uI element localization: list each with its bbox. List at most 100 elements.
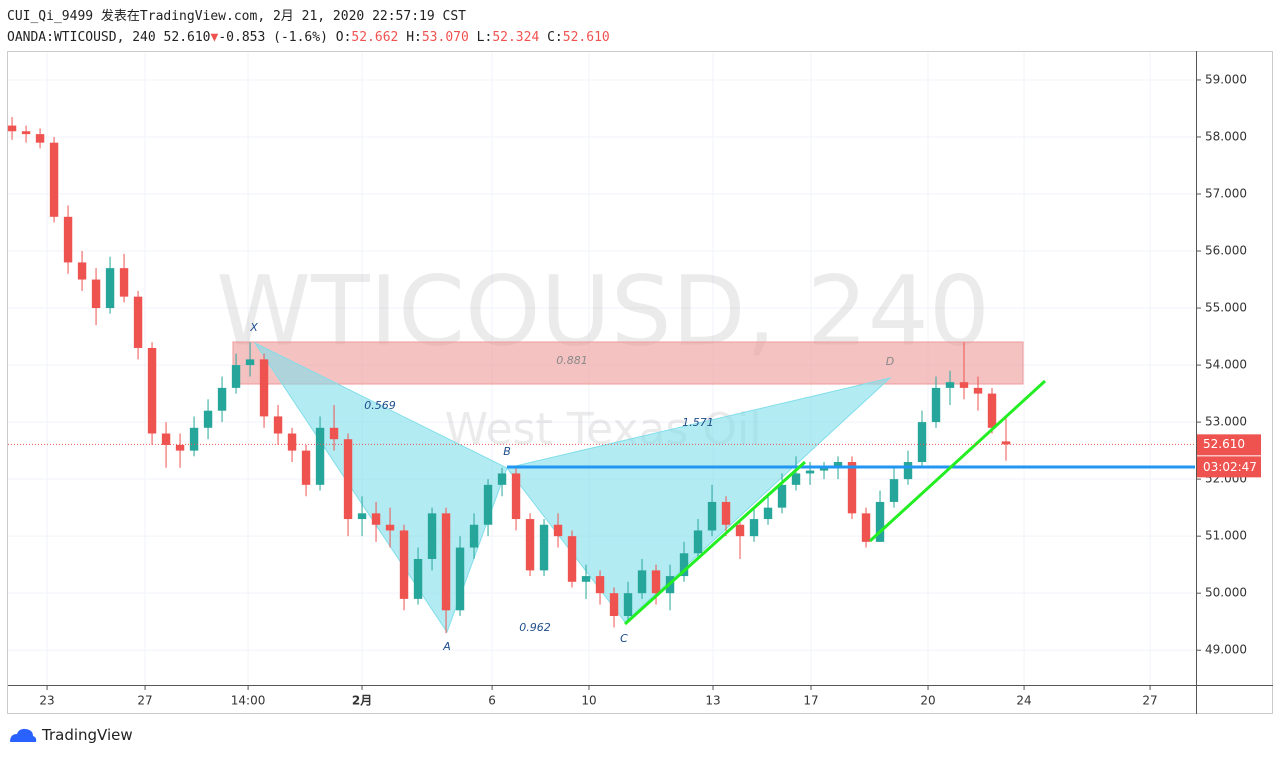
candle-body [189,427,199,451]
candle-body [735,524,745,537]
candle-body [343,439,353,520]
candle-body [553,524,563,537]
ohlc-line: OANDA:WTICOUSD, 240 52.610▼-0.853 (-1.6%… [7,27,610,48]
candle-body [77,262,87,280]
candle-body [721,501,731,525]
header: CUI_Qi_9499 发表在TradingView.com, 2月 21, 2… [7,6,610,48]
candle-body [903,462,913,480]
y-tick-label: 49.000 [1205,643,1247,657]
candle-body [609,593,619,616]
candle-body [511,473,521,520]
trend-line [623,460,807,626]
x-tick-label: 27 [1142,694,1157,708]
candle-body [567,536,577,582]
chart: WTICOUSD, 240 West Texas Oil X A B C D 0… [7,51,1273,714]
candle-body [455,547,465,611]
candle-body [301,450,311,485]
candle-body [49,142,59,217]
point-label: B [503,445,511,458]
candle-body [357,513,367,520]
y-tick-label: 57.000 [1205,186,1247,200]
ratio-label: 0.569 [364,399,396,412]
x-tick-label: 10 [581,694,596,708]
candle-body [7,125,17,132]
candle-body [245,359,255,366]
candle-body [441,513,451,611]
candle-body [945,382,955,388]
close: 52.610 [562,30,610,45]
candle-body [175,444,185,451]
candle-body [413,558,423,599]
brand: TradingView [8,726,133,744]
open-key: O: [335,30,352,45]
pattern-xab [253,341,508,634]
ratio-label: 1.571 [682,416,714,429]
candle-body [483,484,493,525]
x-tick-label: 13 [705,694,720,708]
trend-line [868,379,1047,543]
candle-body [581,576,591,582]
countdown-bg [1197,456,1261,478]
candle-body [217,387,227,411]
resistance-zone [232,341,1024,385]
y-tick-label: 56.000 [1205,244,1247,258]
x-tick-label: 24 [1016,694,1031,708]
candle-body [231,365,241,388]
candle-body [287,433,297,451]
x-tick-label: 6 [488,694,496,708]
y-tick-label: 50.000 [1205,586,1247,600]
candle-body [329,427,339,440]
y-tick-label: 58.000 [1205,129,1247,143]
candle-body [637,570,647,594]
candle-body [819,467,829,471]
open: 52.662 [351,30,399,45]
candle-body [161,433,171,445]
candle-body [847,462,857,514]
candle-body [917,422,927,463]
low-key: L: [476,30,493,45]
x-tick-label: 2月 [352,694,372,708]
x-tick-label: 17 [803,694,818,708]
candle-body [763,507,773,520]
candle-body [959,382,969,388]
change: -0.853 (-1.6%) [218,30,328,45]
candle-body [679,553,689,577]
candle-body [203,410,213,428]
candle-body [315,427,325,485]
candle-body [833,462,843,468]
candle-body [371,513,381,525]
ratio-label: 0.881 [556,354,588,367]
candle-body [749,519,759,537]
high-key: H: [406,30,422,45]
close-key: C: [547,30,563,45]
candle-body [63,216,73,263]
price-tags: 52.610 03:02:47 [8,434,1261,478]
y-tick-label: 53.000 [1205,415,1247,429]
pattern-labels: X A B C D 0.569 0.881 1.571 0.962 [249,321,894,653]
candle-body [861,513,871,542]
candle-body [133,296,143,348]
x-tick-label: 23 [39,694,54,708]
x-tick-label: 14:00 [231,694,266,708]
candle-body [399,530,409,599]
candle-body [693,530,703,554]
low: 52.324 [492,30,540,45]
y-tick-label: 55.000 [1205,301,1247,315]
point-label: C [620,632,628,645]
price-tag-bg [1197,434,1261,456]
last-price: 52.610 [163,30,211,45]
y-tick-label: 51.000 [1205,529,1247,543]
candle-body [931,387,941,423]
x-tick-label: 20 [920,694,935,708]
candle-body [385,524,395,531]
candle-body [147,347,157,434]
candle-body [987,393,997,428]
candle-body [973,387,983,394]
candle-body [427,513,437,559]
candle-body [525,519,535,571]
brand-name: TradingView [42,726,133,744]
candle-body [497,473,507,485]
candle-body [623,593,633,616]
x-tick-label: 27 [137,694,152,708]
